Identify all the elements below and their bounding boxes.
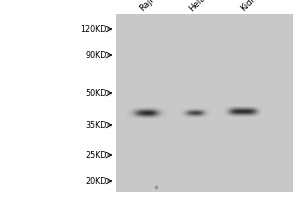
Text: 90KD: 90KD xyxy=(85,50,106,60)
Text: 20KD: 20KD xyxy=(85,176,106,186)
Text: 35KD: 35KD xyxy=(85,120,106,130)
Text: 25KD: 25KD xyxy=(85,150,106,160)
Text: 120KD: 120KD xyxy=(80,24,106,33)
Text: Kidney: Kidney xyxy=(238,0,266,13)
Text: Hela: Hela xyxy=(188,0,208,13)
Text: 50KD: 50KD xyxy=(85,88,106,98)
Bar xyxy=(116,14,292,192)
Text: Raji: Raji xyxy=(138,0,155,13)
